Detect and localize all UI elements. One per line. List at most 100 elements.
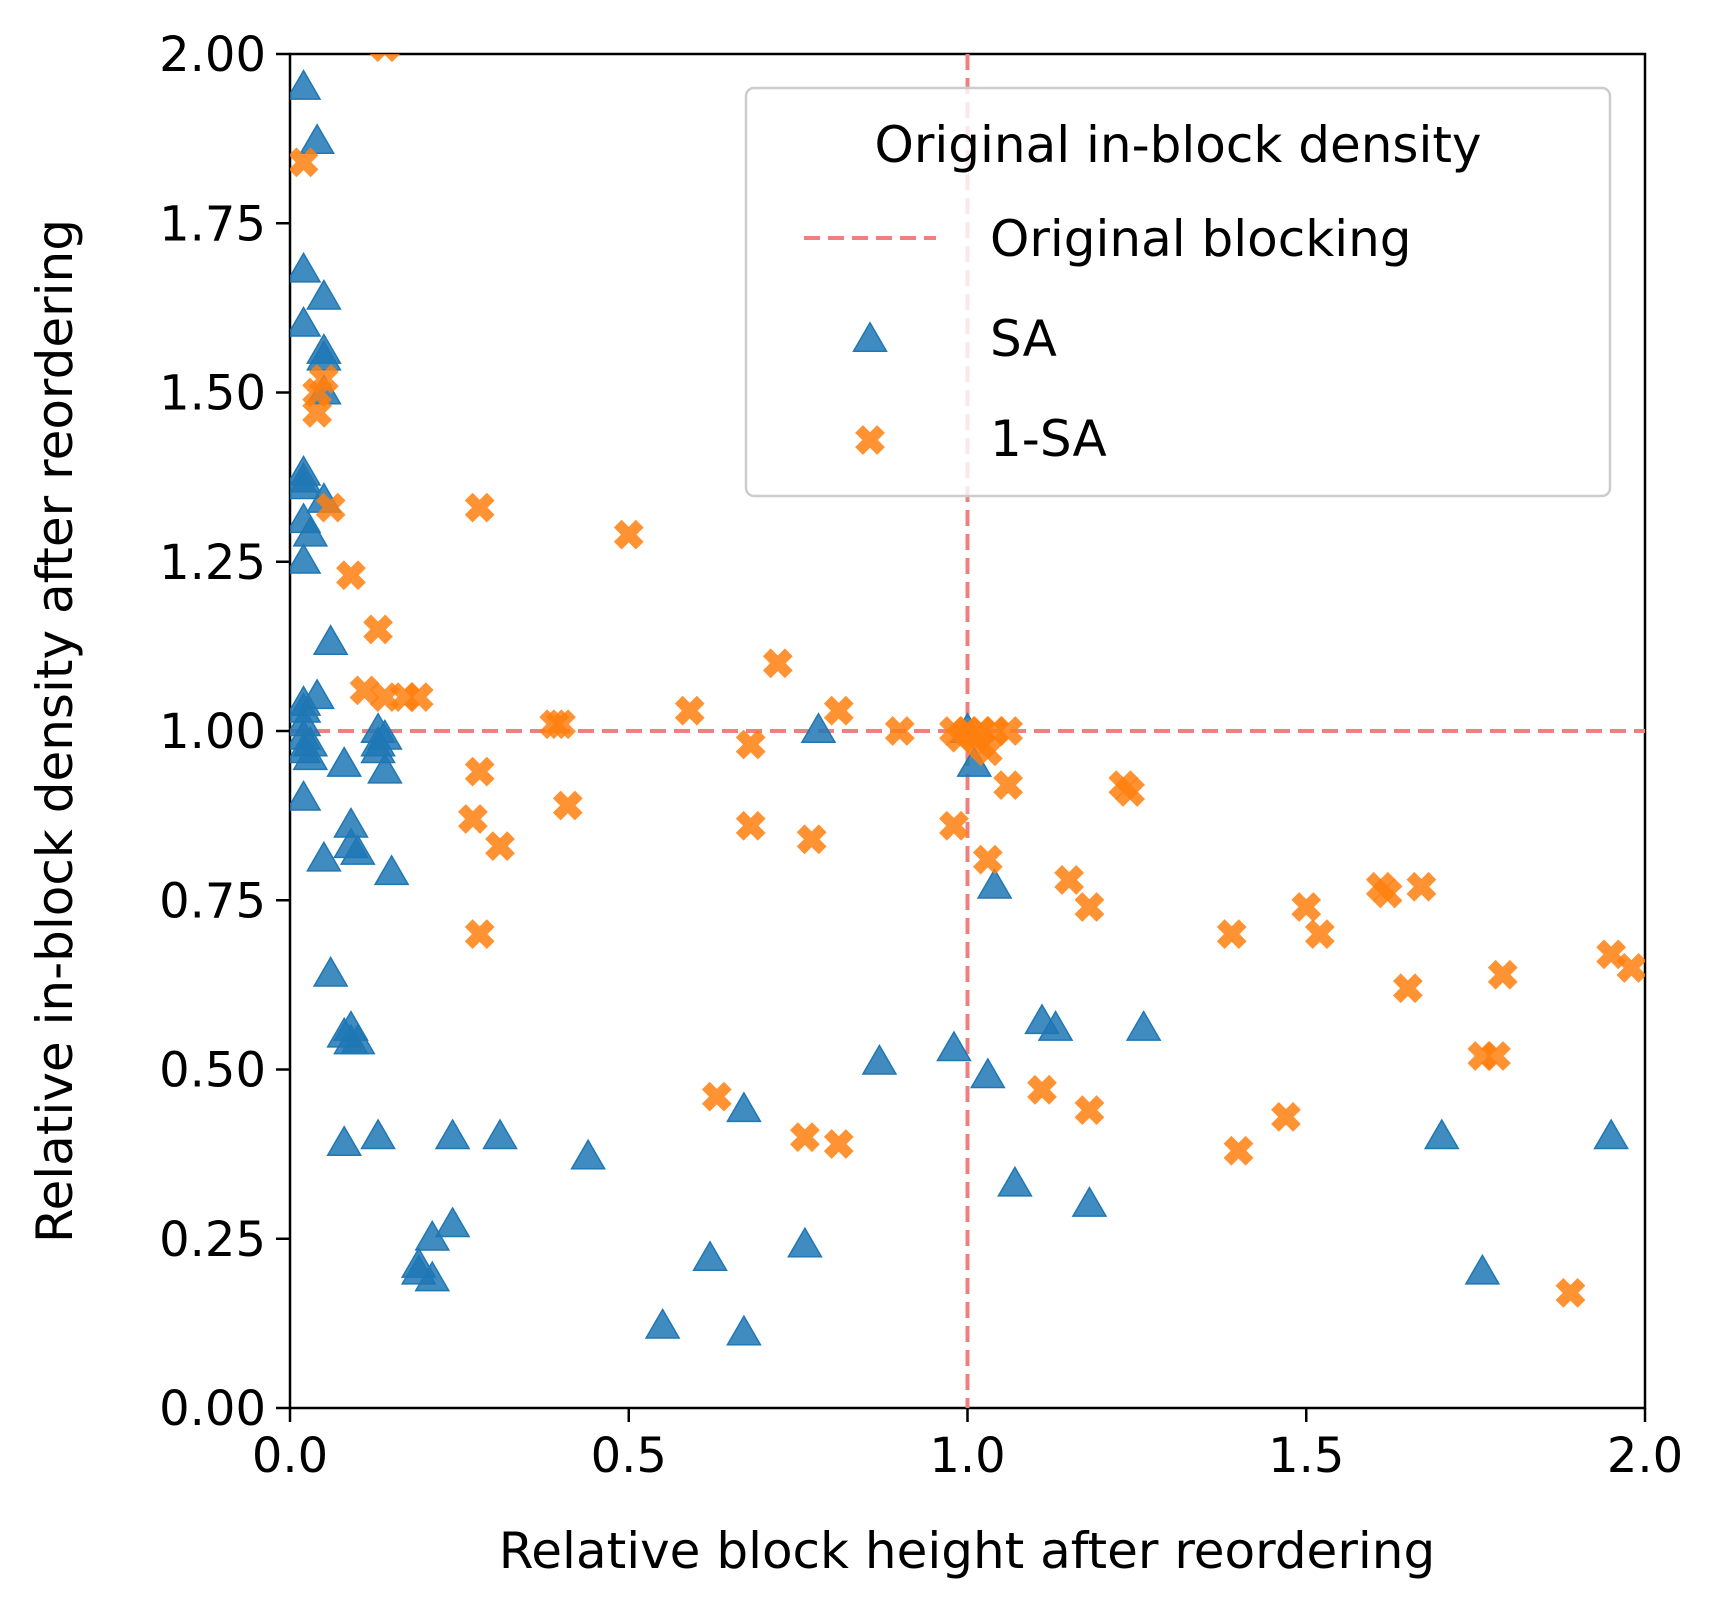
sa-point bbox=[312, 955, 349, 987]
data-layer bbox=[290, 54, 1645, 1408]
sa-point bbox=[1464, 1253, 1501, 1285]
y-axis-ticks: 0.00 0.25 0.50 0.75 1.00 1.25 1.50 1.75 2.00 bbox=[159, 27, 290, 1437]
sa-point bbox=[360, 1118, 396, 1150]
one-sa-point bbox=[1616, 953, 1645, 983]
sa-point bbox=[367, 752, 403, 784]
legend-label-one-sa: 1-SA bbox=[990, 410, 1107, 468]
one-sa-point bbox=[546, 709, 576, 740]
sa-point bbox=[1593, 1118, 1629, 1150]
legend-title: Original in-block density bbox=[874, 116, 1481, 174]
one-sa-point bbox=[762, 648, 793, 679]
y-tick-label: 1.75 bbox=[159, 196, 266, 252]
x-tick-label: 1.5 bbox=[1268, 1428, 1344, 1484]
sa-point bbox=[290, 543, 322, 574]
sa-point bbox=[326, 1125, 363, 1156]
one-sa-point bbox=[336, 560, 366, 591]
one-sa-point bbox=[1223, 1135, 1254, 1166]
one-sa-point bbox=[485, 831, 515, 861]
sa-point bbox=[726, 1091, 762, 1123]
x-tick-label: 2.0 bbox=[1607, 1428, 1683, 1484]
one-sa-point bbox=[701, 1081, 732, 1112]
sa-point bbox=[290, 779, 322, 811]
sa-point bbox=[306, 278, 342, 310]
sa-point bbox=[970, 1057, 1006, 1089]
legend: Original in-block density Original block… bbox=[744, 86, 1612, 498]
x-axis-label: Relative block height after reordering bbox=[499, 1522, 1435, 1580]
one-sa-point bbox=[674, 695, 705, 726]
one-sa-point bbox=[1074, 892, 1105, 922]
one-sa-point bbox=[363, 614, 393, 645]
y-tick-label: 1.50 bbox=[159, 366, 266, 422]
one-sa-point bbox=[972, 844, 1003, 875]
sa-point bbox=[976, 867, 1013, 899]
legend-triangle-icon bbox=[852, 321, 888, 352]
one-sa-point bbox=[790, 1122, 820, 1153]
sa-point bbox=[290, 69, 322, 100]
y-tick-label: 1.25 bbox=[159, 535, 266, 591]
sa-point bbox=[692, 1240, 728, 1272]
sa-point bbox=[326, 746, 363, 777]
one-sa-series bbox=[290, 54, 1645, 1308]
y-tick-label: 0.25 bbox=[159, 1212, 266, 1268]
sa-point bbox=[306, 840, 342, 872]
one-sa-point bbox=[1406, 871, 1437, 902]
one-sa-point bbox=[1372, 878, 1403, 909]
sa-point bbox=[1125, 1010, 1162, 1041]
one-sa-point bbox=[972, 736, 1003, 767]
one-sa-point bbox=[993, 716, 1024, 746]
legend-label-sa: SA bbox=[990, 310, 1057, 368]
x-axis-ticks: 0.0 0.5 1.0 1.5 2.0 bbox=[252, 1408, 1683, 1484]
one-sa-point bbox=[939, 810, 969, 841]
y-tick-label: 0.75 bbox=[159, 873, 266, 929]
one-sa-point bbox=[1271, 1102, 1301, 1132]
sa-point bbox=[936, 1030, 972, 1062]
one-sa-point bbox=[464, 919, 495, 949]
one-sa-point bbox=[464, 756, 495, 787]
y-axis-label: Relative in-block density after reorderi… bbox=[26, 219, 84, 1243]
sa-point bbox=[290, 306, 322, 337]
one-sa-point bbox=[823, 695, 854, 726]
legend-x-icon bbox=[855, 425, 885, 455]
one-sa-point bbox=[735, 729, 766, 760]
sa-point bbox=[434, 1118, 471, 1150]
sa-point bbox=[434, 1206, 471, 1238]
sa-point bbox=[373, 854, 410, 886]
x-tick-label: 1.0 bbox=[929, 1428, 1005, 1484]
legend-label-original-blocking: Original blocking bbox=[990, 210, 1412, 268]
sa-point bbox=[1423, 1118, 1460, 1150]
sa-point bbox=[292, 515, 329, 547]
sa-point bbox=[787, 1226, 823, 1258]
sa-point bbox=[570, 1138, 606, 1170]
sa-point bbox=[726, 1314, 762, 1346]
one-sa-point bbox=[1291, 892, 1322, 922]
one-sa-point bbox=[1392, 973, 1423, 1004]
sa-point bbox=[997, 1165, 1033, 1197]
sa-point bbox=[800, 712, 837, 743]
x-tick-label: 0.5 bbox=[591, 1428, 667, 1484]
sa-point bbox=[339, 834, 376, 865]
one-sa-point bbox=[1115, 777, 1145, 807]
one-sa-point bbox=[823, 1129, 854, 1159]
y-tick-label: 2.00 bbox=[159, 27, 266, 83]
y-tick-label: 0.50 bbox=[159, 1043, 266, 1099]
one-sa-point bbox=[993, 770, 1024, 801]
legend-box bbox=[744, 86, 1612, 498]
one-sa-point bbox=[290, 147, 319, 178]
one-sa-point bbox=[1481, 1041, 1511, 1071]
sa-point bbox=[312, 624, 349, 655]
y-tick-label: 0.00 bbox=[159, 1381, 266, 1437]
one-sa-point bbox=[302, 397, 332, 428]
one-sa-point bbox=[1487, 959, 1518, 990]
legend-marker-sa bbox=[852, 321, 888, 352]
one-sa-point bbox=[796, 824, 827, 855]
sa-point bbox=[414, 1220, 451, 1251]
one-sa-point bbox=[1054, 865, 1085, 895]
one-sa-point bbox=[315, 492, 346, 523]
one-sa-point bbox=[552, 790, 583, 821]
one-sa-point bbox=[613, 519, 644, 550]
one-sa-point bbox=[1216, 919, 1247, 949]
one-sa-point bbox=[735, 810, 766, 841]
sa-point bbox=[482, 1118, 518, 1150]
sa-point bbox=[339, 1023, 376, 1055]
